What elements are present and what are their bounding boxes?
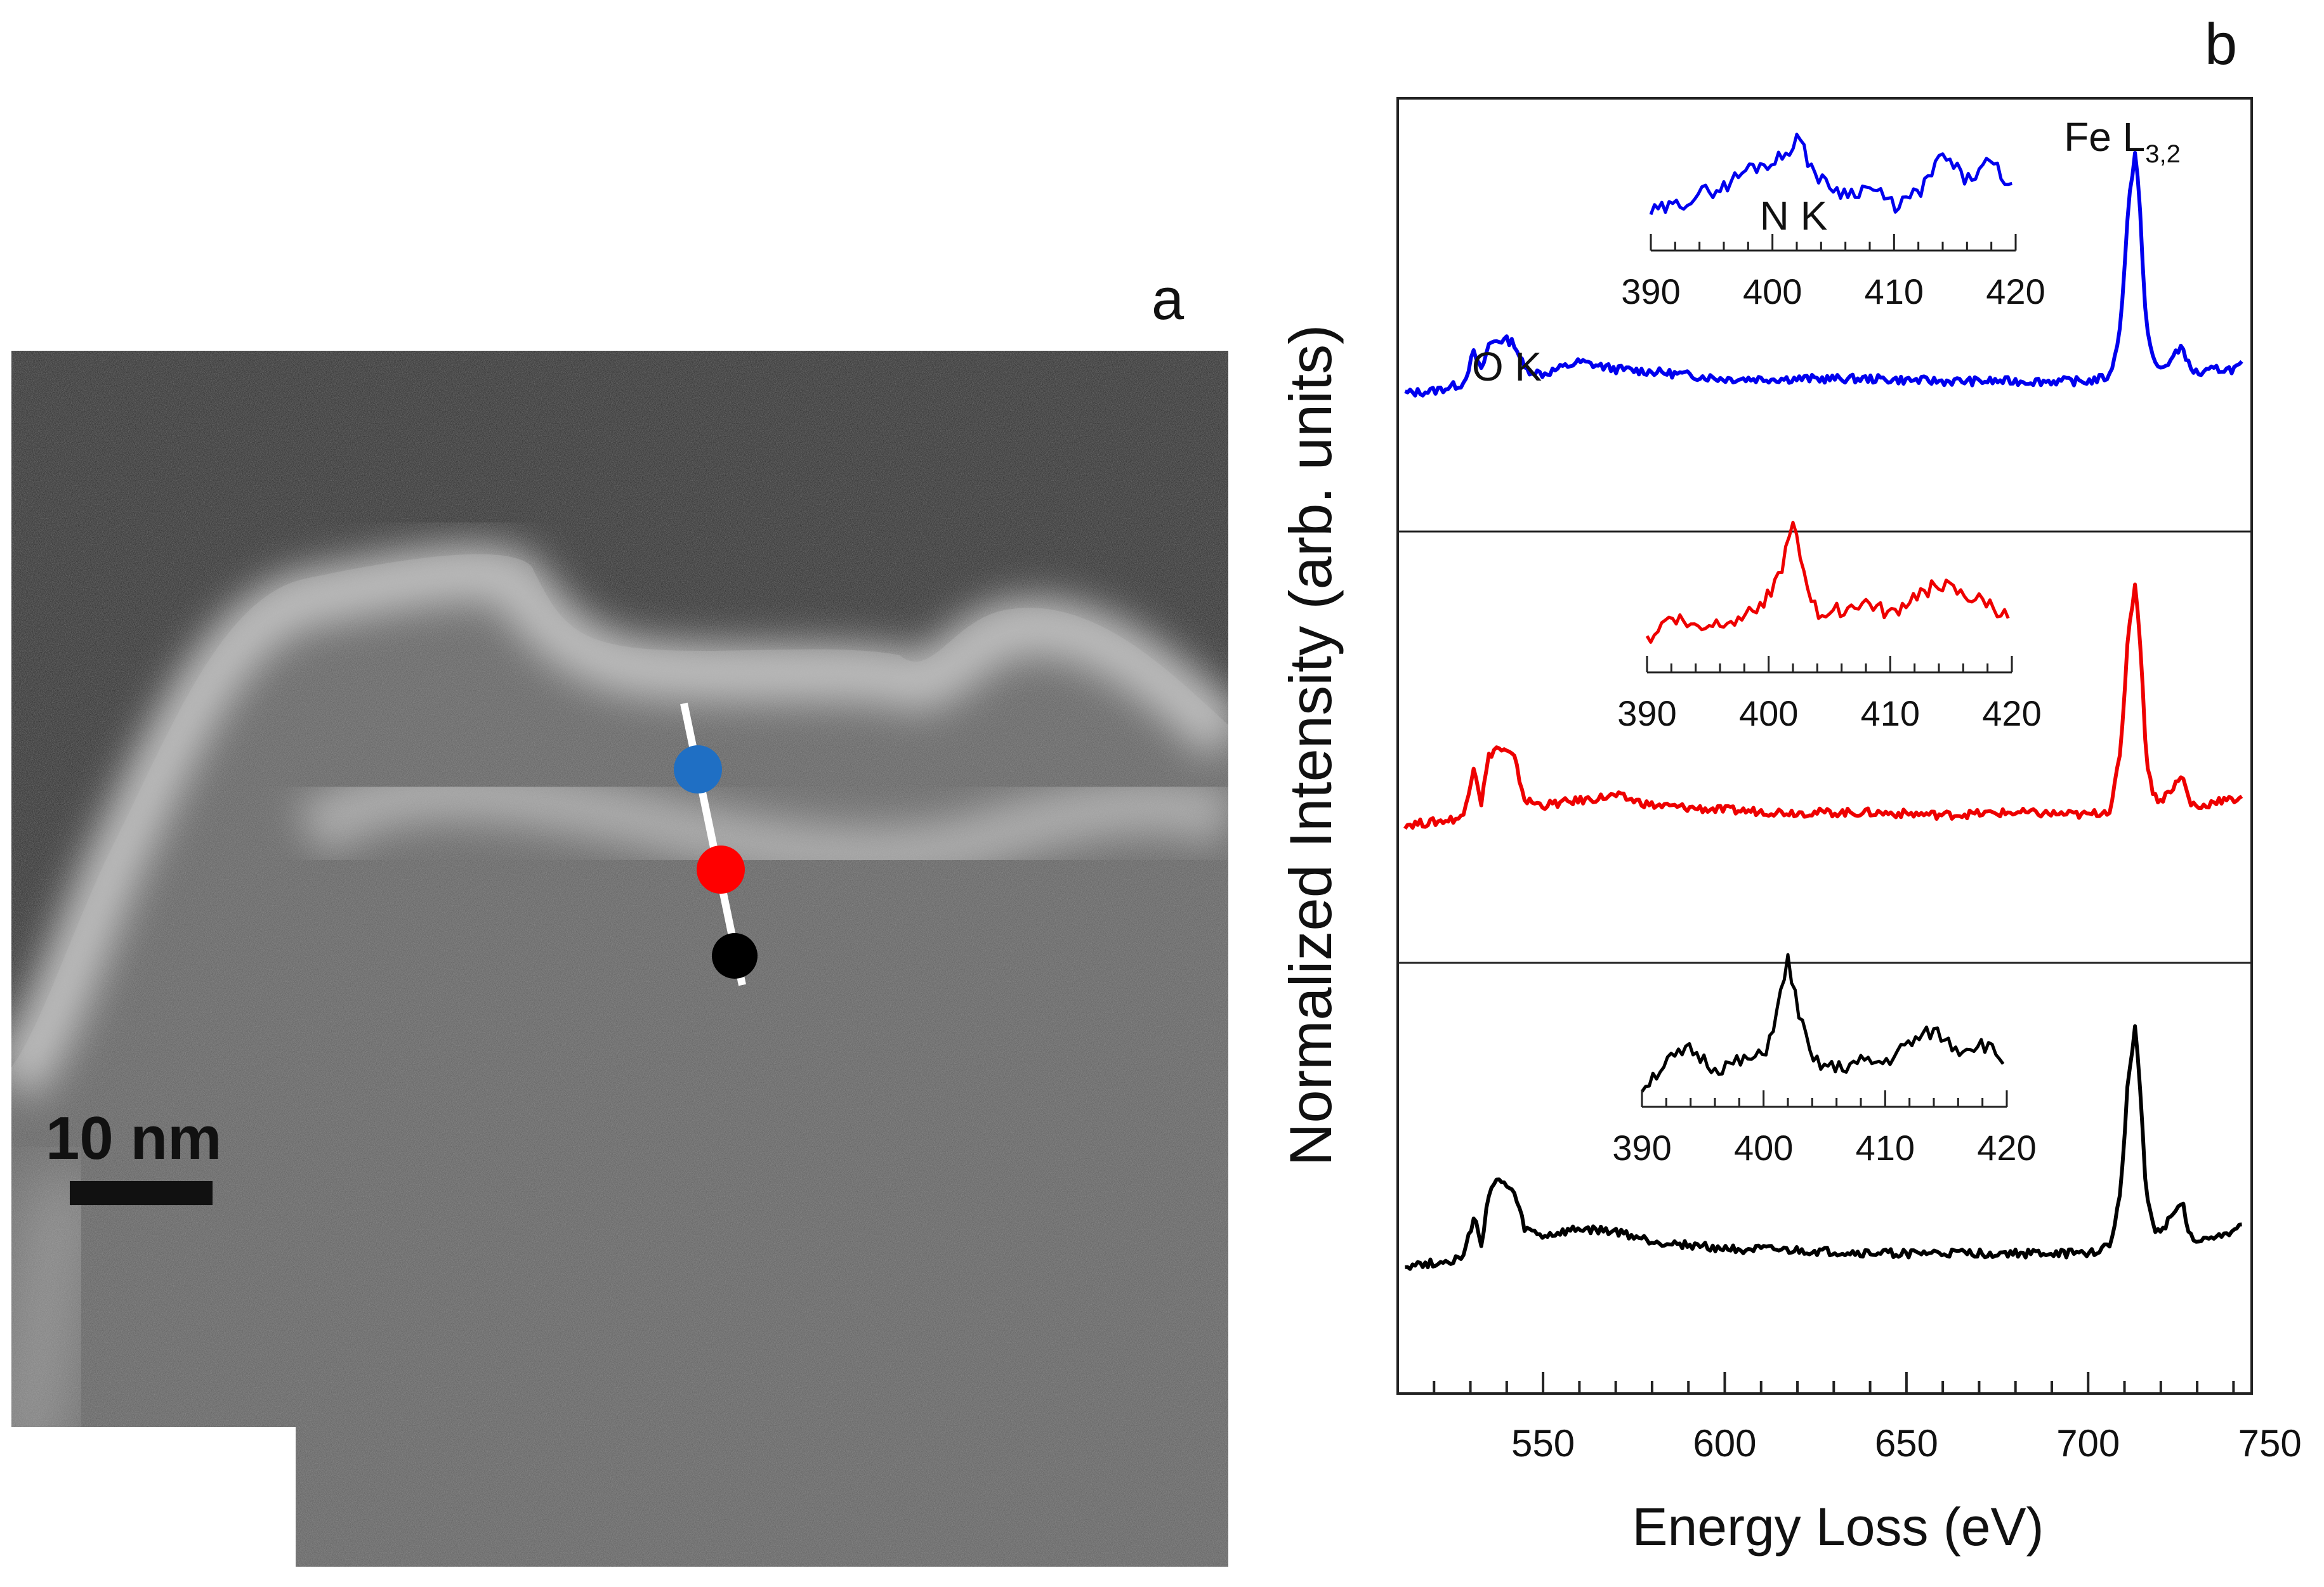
- red-inset-spectrum: [1645, 521, 2010, 644]
- scale-bar-label: 10 nm: [46, 1104, 222, 1172]
- fe-label: Fe L3,2: [2064, 114, 2181, 168]
- x-axis: 550 600 650 700 750: [1433, 1372, 2302, 1465]
- scale-bar-background: [11, 1427, 296, 1567]
- ok-label: O K: [1472, 344, 1542, 389]
- blue-inset-spectrum: [1649, 133, 2012, 216]
- red-marker: [697, 846, 745, 894]
- inset-tick-label: 390: [1612, 1128, 1671, 1168]
- x-tick-label: 750: [2238, 1422, 2302, 1465]
- fe-label-sub: 3,2: [2145, 140, 2181, 168]
- y-axis-label: Normalized Intensity (arb. units): [1277, 325, 1344, 1166]
- stem-image-svg: [11, 351, 1228, 1567]
- inset-tick-label: 390: [1621, 271, 1680, 311]
- inset-tick-label: 420: [1982, 693, 2041, 733]
- blue-spectrum: [1404, 150, 2243, 398]
- fe-label-base: Fe L: [2064, 114, 2145, 160]
- eels-chart: 550 600 650 700 750 Energy Loss (eV) Normali…: [1277, 97, 2302, 1557]
- panel-label-a: a: [1152, 267, 1185, 332]
- inset-tick-label: 410: [1865, 271, 1924, 311]
- black-spectrum: [1405, 1024, 2242, 1271]
- x-tick-label: 700: [2056, 1422, 2120, 1465]
- x-tick-label: 550: [1511, 1422, 1575, 1465]
- inset-tick-label: 410: [1861, 693, 1920, 733]
- image-noise: [11, 351, 1228, 1567]
- x-tick-label: 600: [1693, 1422, 1756, 1465]
- x-axis-label: Energy Loss (eV): [1632, 1497, 2044, 1557]
- x-tick-label: 650: [1875, 1422, 1938, 1465]
- inset-tick-label: 400: [1734, 1128, 1793, 1168]
- panel-label-b: b: [2205, 12, 2238, 77]
- plot-frame: [1396, 97, 2253, 1395]
- blue-marker: [674, 745, 722, 794]
- inset-tick-label: 400: [1743, 271, 1802, 311]
- spectra: 390 400 410 420 390 400 410 420 390 400 410 420: [1403, 133, 2243, 1271]
- black-marker: [712, 933, 758, 979]
- scale-bar: [70, 1181, 213, 1205]
- inset-tick-label: 420: [1986, 271, 2045, 311]
- black-inset-spectrum: [1640, 953, 2005, 1093]
- inset-tick-label: 420: [1977, 1128, 2036, 1168]
- inset-tick-label: 400: [1739, 693, 1798, 733]
- inset-tick-label: 410: [1856, 1128, 1915, 1168]
- stem-image: [11, 351, 1228, 1567]
- red-spectrum: [1403, 582, 2243, 830]
- inset-tick-label: 390: [1617, 693, 1676, 733]
- nk-label: N K: [1760, 193, 1828, 238]
